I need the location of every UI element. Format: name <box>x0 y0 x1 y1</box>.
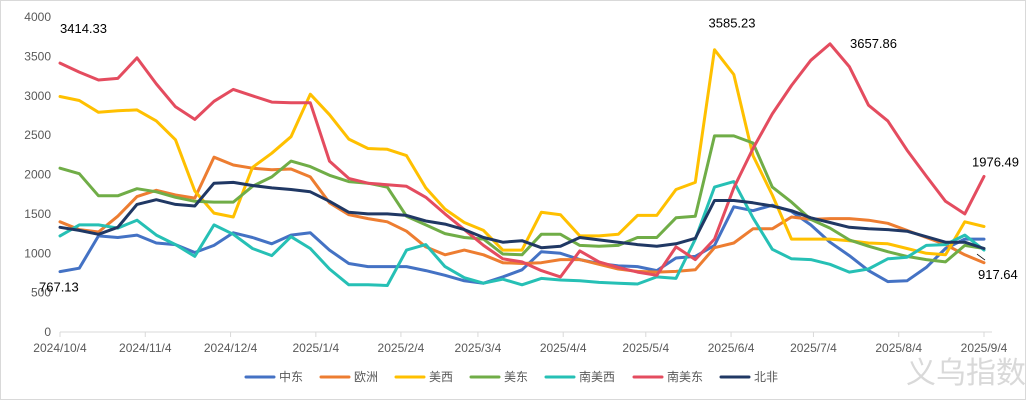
legend-label: 美东 <box>504 370 528 384</box>
y-tick-label: 1000 <box>24 246 51 260</box>
legend-item[interactable]: 南美西 <box>544 369 615 384</box>
series-line-2 <box>58 48 986 257</box>
x-tick-label: 2025/9/4 <box>961 341 1008 355</box>
data-label: 3414.33 <box>60 21 107 36</box>
series-line-6 <box>58 180 986 250</box>
x-axis: 2024/10/4 2024/11/4 2024/12/4 2025/1/4 2025/… <box>33 332 1008 355</box>
legend-label: 中东 <box>279 369 303 384</box>
x-tick-label: 2024/10/4 <box>33 341 87 355</box>
data-labels: 3414.33 767.13 3585.23 3657.86 1976.49 917.64 <box>39 16 1019 295</box>
y-tick-label: 2000 <box>24 168 51 182</box>
watermark: 义乌指数 <box>906 357 1026 390</box>
x-tick-label: 2024/12/4 <box>204 341 258 355</box>
x-tick-label: 2025/2/4 <box>378 341 425 355</box>
x-tick-label: 2025/5/4 <box>622 341 669 355</box>
data-label: 3585.23 <box>709 16 756 31</box>
y-tick-label: 1500 <box>24 207 51 221</box>
legend-item[interactable]: 欧洲 <box>319 370 378 384</box>
legend-item[interactable]: 北非 <box>719 370 778 384</box>
legend-item[interactable]: 美西 <box>394 370 453 384</box>
y-tick-label: 500 <box>31 286 51 300</box>
data-label: 3657.86 <box>850 36 897 51</box>
x-tick-label: 2025/7/4 <box>790 341 837 355</box>
legend: 中东 欧洲 美西 美东 南美西 南美东 北非 <box>244 369 778 384</box>
legend-label: 欧洲 <box>354 370 378 384</box>
data-label: 917.64 <box>978 267 1018 282</box>
y-axis: 0 500 1000 1500 2000 2500 3000 3500 4000 <box>24 10 51 339</box>
series-line-5 <box>58 42 986 279</box>
legend-label: 北非 <box>754 370 778 384</box>
x-tick-label: 2025/6/4 <box>708 341 755 355</box>
x-tick-label: 2025/3/4 <box>455 341 502 355</box>
series-line-0 <box>58 203 986 285</box>
series-line-4 <box>58 180 986 287</box>
y-tick-label: 0 <box>44 325 51 339</box>
data-label: 767.13 <box>39 280 79 295</box>
legend-item[interactable]: 南美东 <box>632 369 703 384</box>
series-line-3 <box>58 134 986 264</box>
x-tick-label: 2025/1/4 <box>292 341 339 355</box>
leader-line <box>976 253 986 261</box>
legend-item[interactable]: 美东 <box>469 370 528 384</box>
x-tick-label: 2025/4/4 <box>540 341 587 355</box>
legend-label: 南美东 <box>667 369 703 384</box>
y-tick-label: 3000 <box>24 89 51 103</box>
x-tick-label: 2024/11/4 <box>119 341 172 355</box>
y-tick-label: 4000 <box>24 10 51 24</box>
legend-label: 南美西 <box>579 369 615 384</box>
y-tick-label: 3500 <box>24 49 51 63</box>
y-tick-label: 2500 <box>24 128 51 142</box>
data-label: 1976.49 <box>972 154 1019 169</box>
x-tick-label: 2025/8/4 <box>875 341 922 355</box>
legend-label: 美西 <box>429 370 453 384</box>
legend-item[interactable]: 中东 <box>244 369 303 384</box>
series-lines <box>58 42 986 287</box>
